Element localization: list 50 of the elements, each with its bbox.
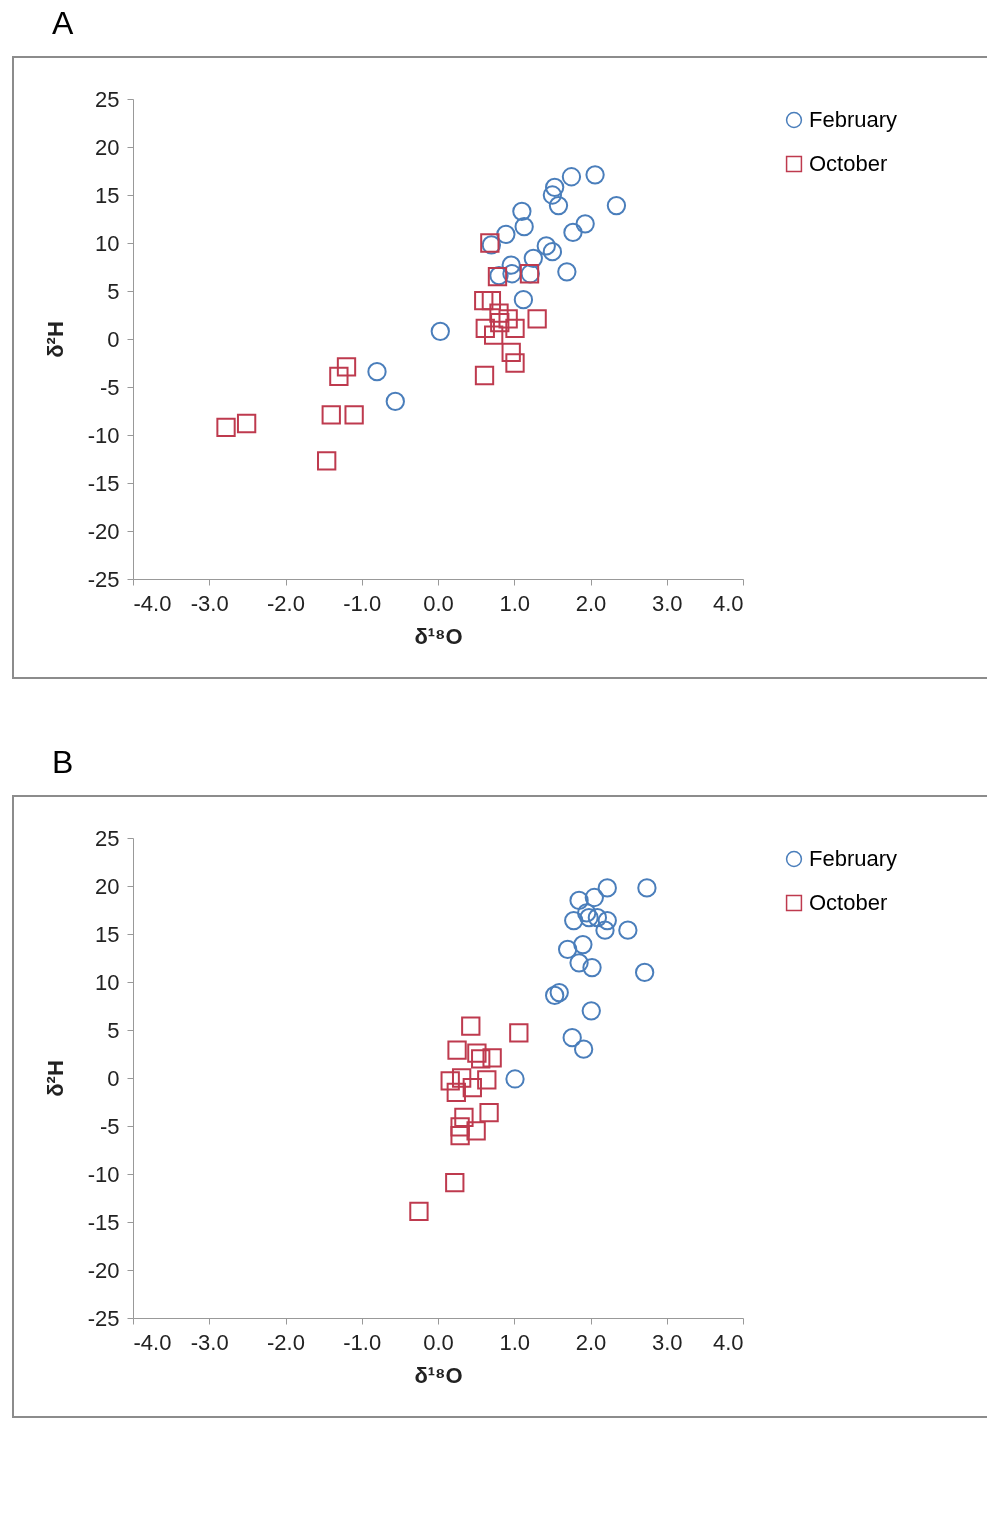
x-axis-title: δ¹⁸O — [414, 1362, 463, 1388]
y-tick-label: -5 — [99, 1113, 120, 1139]
x-tick-label: -3.0 — [190, 1329, 229, 1355]
y-tick-label: 5 — [107, 1017, 120, 1043]
y-axis-title: δ²H — [42, 1060, 68, 1097]
x-tick-label: -2.0 — [267, 590, 305, 616]
legend-label: October — [809, 890, 888, 915]
x-tick-label: 0.0 — [423, 590, 454, 616]
chart-title: A — [52, 4, 75, 43]
x-tick-label: 4.0 — [712, 590, 744, 616]
x-tick-label: 4.0 — [712, 1329, 744, 1355]
y-tick-label: 15 — [95, 182, 120, 208]
x-tick-label: 0.0 — [423, 1329, 454, 1355]
chart-title: B — [52, 743, 75, 782]
x-tick-label: -4.0 — [133, 1329, 172, 1355]
legend-label: February — [809, 107, 898, 132]
y-tick-label: 10 — [95, 969, 120, 995]
y-tick-label: 25 — [95, 825, 120, 851]
y-tick-label: -5 — [99, 374, 120, 400]
x-tick-label: -3.0 — [190, 590, 229, 616]
x-tick-label: 3.0 — [651, 1329, 683, 1355]
x-tick-label: 1.0 — [499, 1329, 531, 1355]
x-tick-label: -1.0 — [343, 590, 382, 616]
y-tick-label: 20 — [95, 134, 120, 160]
y-tick-label: 15 — [95, 921, 120, 947]
legend-label: October — [809, 151, 888, 176]
y-tick-label: 25 — [95, 86, 120, 112]
x-tick-label: 2.0 — [575, 1329, 607, 1355]
y-axis-title: δ²H — [42, 321, 68, 358]
x-tick-label: -4.0 — [133, 590, 172, 616]
y-tick-label: -20 — [87, 518, 120, 544]
x-tick-label: 3.0 — [651, 590, 683, 616]
y-tick-label: 5 — [107, 278, 120, 304]
y-tick-label: -10 — [87, 1161, 120, 1187]
y-tick-label: -20 — [87, 1257, 120, 1283]
y-tick-label: -25 — [87, 1305, 120, 1331]
legend-label: February — [809, 846, 898, 871]
y-tick-label: 20 — [95, 873, 120, 899]
x-tick-label: 1.0 — [499, 590, 531, 616]
y-tick-label: -10 — [87, 422, 120, 448]
x-tick-label: -1.0 — [343, 1329, 382, 1355]
y-tick-label: -25 — [87, 566, 120, 592]
y-tick-label: 10 — [95, 230, 120, 256]
y-tick-label: -15 — [87, 1209, 120, 1235]
x-tick-label: -2.0 — [267, 1329, 305, 1355]
y-tick-label: 0 — [107, 326, 120, 352]
y-tick-label: -15 — [87, 470, 120, 496]
x-axis-title: δ¹⁸O — [414, 623, 463, 649]
y-tick-label: 0 — [107, 1065, 120, 1091]
x-tick-label: 2.0 — [575, 590, 607, 616]
